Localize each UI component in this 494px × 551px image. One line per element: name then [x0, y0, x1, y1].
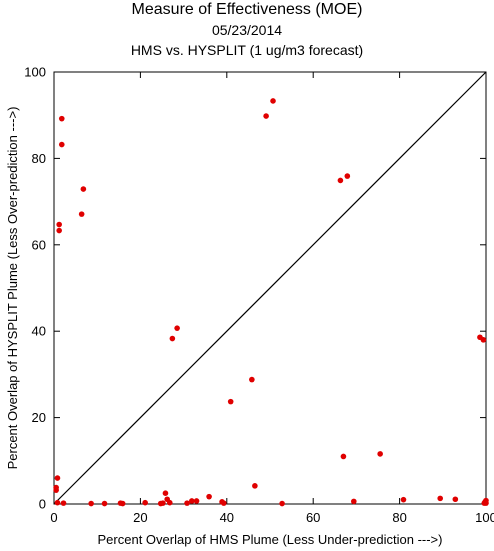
data-point [88, 500, 94, 507]
y-tick-label: 60 [32, 237, 46, 252]
data-point [340, 453, 347, 460]
y-tick-label: 100 [24, 65, 46, 80]
diagonal-reference-line [53, 71, 487, 505]
data-point [193, 498, 200, 504]
data-point [60, 500, 67, 506]
data-point [54, 475, 61, 481]
plot-area [53, 71, 487, 505]
data-point [166, 499, 173, 506]
data-point [78, 211, 85, 217]
x-tick-label: 20 [133, 510, 147, 525]
data-point [351, 498, 357, 505]
data-point [227, 398, 234, 405]
chart-date: 05/23/2014 [211, 22, 283, 38]
data-point [58, 141, 65, 148]
data-point [119, 500, 126, 507]
y-tick-label: 0 [39, 497, 46, 512]
data-point [279, 500, 285, 507]
data-point [56, 221, 62, 228]
y-tick-label: 20 [32, 410, 46, 425]
data-point [101, 500, 108, 507]
data-point [480, 337, 487, 343]
x-tick-label: 0 [50, 510, 57, 525]
data-point [142, 499, 148, 506]
data-point [56, 227, 62, 234]
plot-border [53, 71, 487, 505]
chart-title: Measure of Effectiveness (MOE) [131, 1, 363, 18]
data-point [337, 177, 344, 184]
data-point [377, 451, 383, 457]
x-tick-label: 100 [475, 510, 494, 525]
data-point [249, 376, 255, 383]
data-point [437, 495, 444, 502]
chart-subtitle: HMS vs. HYSPLIT (1 ug/m3 forecast) [130, 42, 364, 58]
data-point [263, 113, 269, 119]
data-point [169, 335, 176, 342]
x-tick-label: 60 [306, 510, 320, 525]
data-point [189, 498, 195, 504]
y-tick-label: 80 [32, 151, 46, 166]
data-point [344, 173, 351, 179]
data-point [206, 493, 212, 500]
y-tick-label: 40 [32, 324, 46, 339]
data-point [53, 487, 59, 493]
data-point [220, 500, 227, 506]
data-point [482, 499, 488, 505]
x-tick-label: 80 [392, 510, 406, 525]
axis-ticks: 0 20 40 60 80 100 0 20 40 60 80 100 [24, 65, 494, 526]
x-tick-label: 40 [220, 510, 234, 525]
data-points [53, 98, 489, 507]
data-point [452, 496, 459, 503]
data-point [184, 500, 190, 506]
data-point [400, 496, 407, 503]
data-point [174, 325, 180, 331]
data-point [252, 483, 258, 489]
data-point [270, 98, 276, 104]
data-point [58, 115, 65, 122]
data-point [54, 499, 61, 506]
data-point [160, 500, 166, 506]
data-point [162, 490, 169, 497]
reference-line-layer [53, 71, 487, 505]
data-point [80, 186, 87, 192]
y-axis-label: Percent Overlap of HYSPLIT Plume (Less O… [5, 107, 20, 470]
x-axis-label: Percent Overlap of HMS Plume (Less Under… [98, 532, 443, 547]
